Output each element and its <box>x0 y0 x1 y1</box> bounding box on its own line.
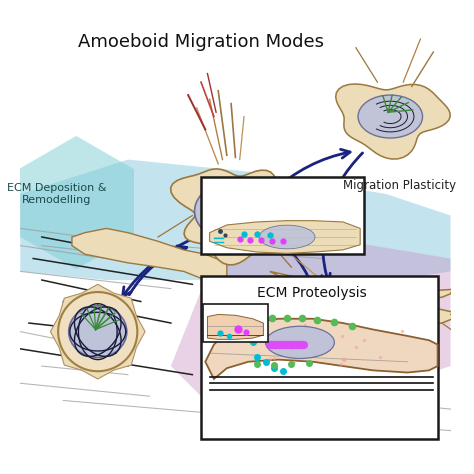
Text: Amoeboid Migration Modes: Amoeboid Migration Modes <box>78 33 324 51</box>
FancyBboxPatch shape <box>201 276 438 439</box>
Polygon shape <box>270 272 464 328</box>
Ellipse shape <box>194 181 276 241</box>
Polygon shape <box>210 221 360 253</box>
Ellipse shape <box>69 306 127 357</box>
Polygon shape <box>20 160 450 289</box>
Polygon shape <box>208 314 264 339</box>
Polygon shape <box>336 84 450 159</box>
Polygon shape <box>205 319 438 379</box>
Text: ECM Proteolysis: ECM Proteolysis <box>257 286 367 301</box>
Ellipse shape <box>259 225 315 249</box>
Polygon shape <box>171 237 450 409</box>
FancyBboxPatch shape <box>201 177 365 254</box>
Polygon shape <box>171 169 309 265</box>
Ellipse shape <box>265 326 334 358</box>
Text: ECM Deposition &
Remodelling: ECM Deposition & Remodelling <box>7 183 107 205</box>
Ellipse shape <box>358 95 422 138</box>
Polygon shape <box>72 228 227 284</box>
Polygon shape <box>50 284 145 379</box>
Ellipse shape <box>317 284 394 314</box>
Circle shape <box>58 292 137 371</box>
FancyBboxPatch shape <box>203 304 268 342</box>
Text: Migration Plasticity: Migration Plasticity <box>343 179 456 192</box>
Polygon shape <box>18 136 134 269</box>
